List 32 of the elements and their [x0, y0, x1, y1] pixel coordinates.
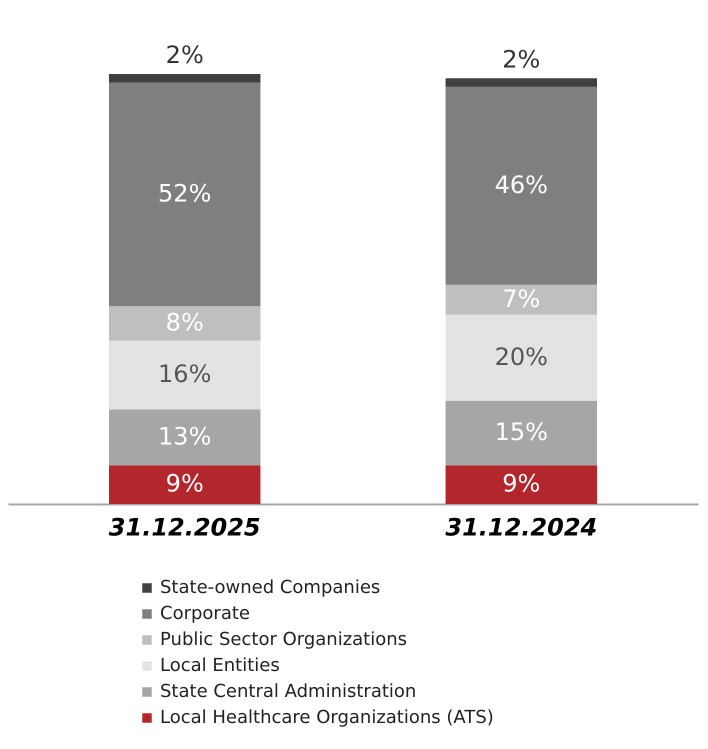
legend-label: Public Sector Organizations — [160, 629, 408, 650]
bar — [108, 306, 260, 341]
data-label: 7% — [502, 284, 540, 313]
bar — [108, 465, 260, 504]
data-label: 2% — [502, 45, 540, 74]
x-tick-label: 31.12.2024 — [445, 514, 598, 542]
x-tick-label: 31.12.2025 — [108, 514, 261, 542]
data-label: 8% — [166, 308, 204, 336]
data-label: 46% — [494, 170, 548, 199]
data-label: 52% — [158, 179, 212, 208]
data-label: 9% — [502, 470, 540, 498]
legend-label: Corporate — [160, 603, 250, 624]
bar — [108, 82, 260, 306]
bar — [108, 409, 260, 466]
bar — [446, 465, 598, 504]
bar — [108, 340, 260, 410]
bar — [446, 400, 598, 466]
legend-label: State Central Administration — [160, 681, 416, 702]
data-label: 13% — [158, 422, 212, 450]
bar — [446, 78, 598, 87]
bar — [446, 284, 598, 315]
legend-label: State-owned Companies — [160, 577, 380, 598]
bar — [446, 86, 598, 285]
data-label: 2% — [166, 41, 204, 69]
data-label: 9% — [166, 470, 204, 498]
bar — [108, 74, 260, 83]
data-label: 15% — [494, 418, 548, 446]
data-label: 16% — [158, 360, 212, 388]
legend-label: Local Healthcare Organizations (ATS) — [160, 707, 494, 728]
bar — [446, 314, 598, 401]
legend-label: Local Entities — [160, 655, 280, 676]
data-label: 20% — [494, 342, 548, 371]
